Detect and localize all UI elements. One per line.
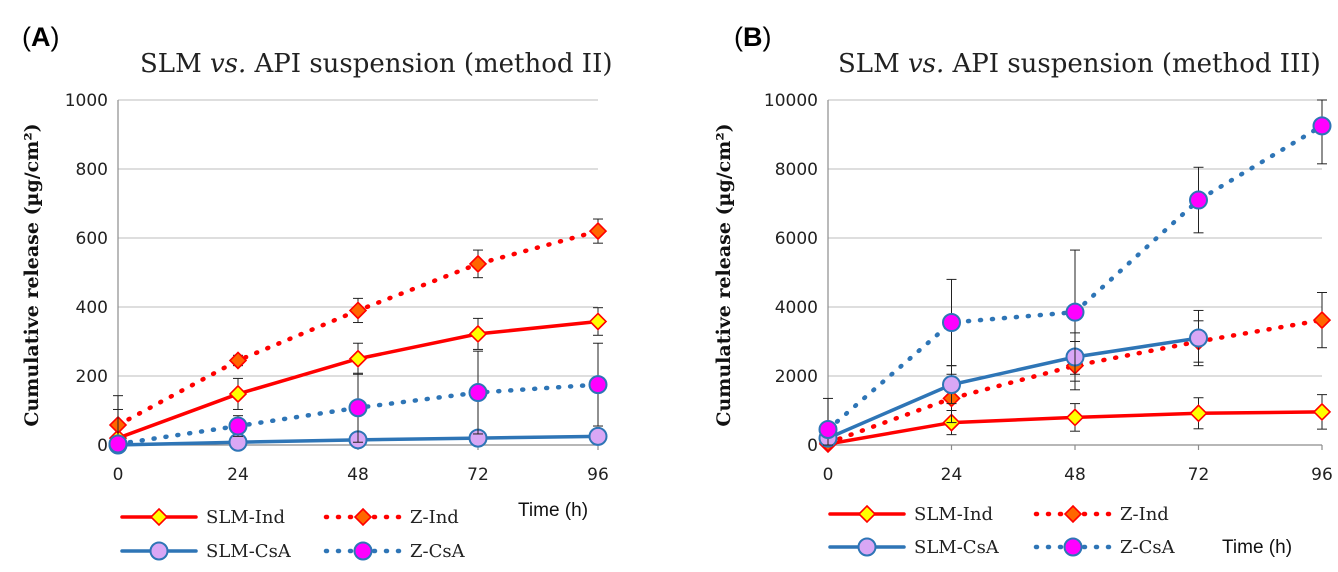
panel-a-ytick-label: 600 [76,229,108,249]
panel-a-legend-marker [149,507,169,527]
panel-b-ytick-label: 2000 [775,367,818,387]
panel-b-legend-label: Z-CsA [1120,537,1176,558]
panel-a-ytick-label: 400 [76,298,108,318]
panel-b-data-point [1065,408,1085,427]
panel-a-data-point [588,375,608,395]
panel-a-xtick-label: 24 [227,465,249,485]
panel-a-data-point [468,383,488,403]
panel-b-legend-marker [857,504,877,524]
panel-a-legend: SLM-Ind Z-Ind SLM-CsA Z-CsA [120,507,466,562]
panel-a-data-point [228,416,248,436]
panel-a-data-point [228,384,248,404]
panel-a-legend-label: SLM-CsA [206,541,292,562]
panel-a-data-point [468,254,488,274]
panel-a-data-point [468,324,488,344]
panel-b-legend-marker [857,537,877,557]
panel-a-data-point [588,221,608,241]
panel-b-ytick-label: 0 [807,436,818,456]
panel-b-data-point [942,375,961,395]
panel-a-label: (A) [22,22,60,52]
panel-a-ytick-label: 800 [76,160,108,180]
panel-b-legend-marker [1063,537,1083,557]
panel-b-ytick-label: 4000 [775,298,818,318]
panel-a-data-point [348,301,368,320]
panel-b-ytick-label: 10000 [764,91,818,111]
panel-b-title: SLM vs. API suspension (method III) [838,49,1321,79]
panel-b-data-point [942,313,961,333]
panel-b-series-z-csa [818,99,1332,446]
panel-a-data-point [588,312,608,331]
panel-a-title: SLM vs. API suspension (method II) [140,49,613,79]
panel-a-series-z-ind [108,218,608,442]
panel-b-label: (B) [734,22,772,52]
panel-b-legend-marker [1063,504,1083,524]
panel-b-xtick-label: 48 [1064,465,1086,485]
panel-b-data-point [818,419,838,439]
panel-a-legend-label: Z-CsA [410,541,466,562]
panel-a-ytick-label: 200 [76,367,108,387]
panel-a-legend-label: Z-Ind [410,507,459,528]
panel-b-legend-label: SLM-Ind [914,504,993,525]
panel-a-legend-label: SLM-Ind [206,507,285,528]
panel-a-xtick-label: 96 [587,465,609,485]
panel-b-ylabel: Cumulative release (µg/cm²) [713,123,735,426]
panel-b-xtick-label: 0 [823,465,834,485]
panel-a: (A) SLM vs. API suspension (method II) C… [21,22,613,521]
panel-b-data-point [1065,302,1085,322]
panel-b-data-point [1312,310,1332,330]
panel-b-legend-label: SLM-CsA [914,537,1000,558]
panel-b-series-line [826,336,1201,440]
panel-b-legend-label: Z-Ind [1120,504,1169,525]
panel-a-xlabel: Time (h) [518,500,588,521]
panel-b-xtick-label: 24 [941,465,963,485]
panel-b-xtick-label: 72 [1188,465,1210,485]
panel-b-data-point [1312,402,1332,422]
panel-a-data-point [108,434,128,454]
panel-b-xtick-label: 96 [1311,465,1333,485]
panel-a-legend-marker [353,541,373,561]
panel-a-legend-marker [353,507,373,527]
panel-b-legend: SLM-Ind Z-Ind SLM-CsA Z-CsA [828,504,1176,558]
panel-a-ytick-label: 0 [97,436,108,456]
panel-a-data-point [348,349,368,368]
panel-a-series-z-csa [108,342,608,454]
panel-b-data-point [1189,404,1208,423]
panel-b-data-point [1312,116,1332,136]
panel-b: (B) SLM vs. API suspension (method III) … [713,22,1321,558]
panel-a-series-slm-ind [108,307,608,448]
panel-b-xlabel: Time (h) [1222,537,1292,558]
panel-a-data-point [588,426,608,446]
panel-a-xtick-label: 48 [347,465,369,485]
panel-b-plot: 0 2000 4000 6000 8000 10000 0 24 48 72 96 SLM-Ind Z-… [764,91,1333,558]
panel-b-data-point [1189,190,1208,210]
panel-a-legend-marker [149,541,169,561]
panel-b-series-slm-csa [818,309,1208,448]
panel-a-data-point [348,398,368,418]
panel-a-xtick-label: 72 [467,465,489,485]
panel-b-ytick-label: 8000 [775,160,818,180]
panel-b-series-slm-ind [818,394,1332,454]
panel-a-xtick-label: 0 [113,465,124,485]
panel-a-ylabel: Cumulative release (µg/cm²) [21,123,43,426]
panel-a-data-point [228,351,248,370]
panel-a-ytick-label: 1000 [65,91,108,111]
panel-b-data-point [1189,328,1208,348]
panel-b-ytick-label: 6000 [775,229,818,249]
